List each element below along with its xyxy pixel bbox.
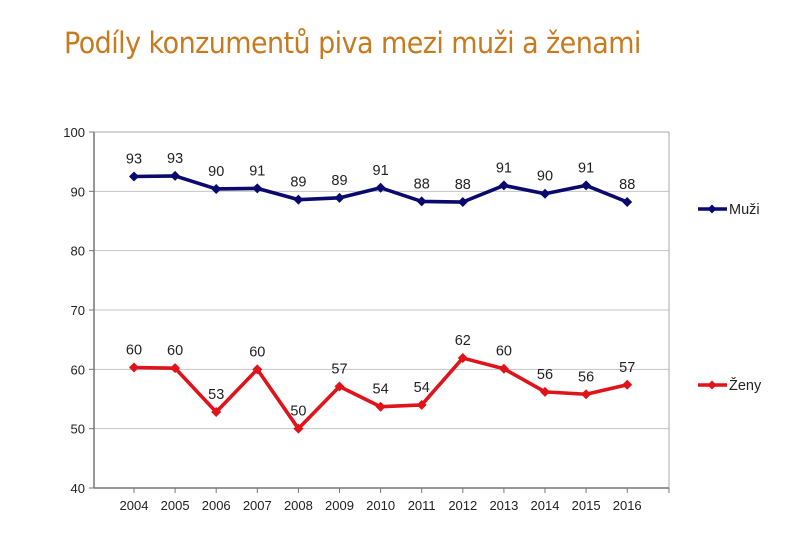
data-label-muzi: 90 — [537, 169, 553, 185]
x-tick-label: 2013 — [489, 498, 518, 513]
data-point-muzi — [622, 197, 633, 208]
data-label-muzi: 91 — [578, 160, 594, 176]
data-point-muzi — [375, 182, 386, 193]
data-point-zeny — [416, 399, 427, 410]
data-point-zeny — [457, 353, 468, 364]
x-axis-ticks: 2004 2005 2006 2007 2008 2009 2010 2011 2012 2013… — [120, 488, 670, 513]
data-point-zeny — [129, 362, 139, 373]
x-tick-label: 2004 — [120, 498, 149, 513]
data-label-zeny: 56 — [537, 367, 553, 383]
x-tick-label: 2012 — [448, 498, 477, 513]
data-label-zeny: 60 — [249, 344, 265, 360]
data-label-muzi: 89 — [290, 175, 306, 191]
y-tick-label: 50 — [71, 422, 85, 437]
data-label-zeny: 50 — [290, 404, 306, 420]
data-point-zeny — [211, 407, 222, 418]
data-label-muzi: 89 — [331, 173, 347, 189]
data-label-zeny: 54 — [373, 382, 389, 398]
data-label-zeny: 57 — [619, 360, 635, 376]
data-label-zeny: 56 — [578, 369, 594, 385]
data-point-muzi — [170, 170, 181, 181]
data-label-muzi: 93 — [126, 152, 142, 168]
legend-label-zeny: Ženy — [729, 377, 762, 394]
y-axis-ticks: 40 50 60 70 80 90 100 — [63, 125, 94, 496]
data-point-zeny — [293, 423, 304, 434]
legend-marker-zeny — [707, 380, 717, 390]
data-point-muzi — [252, 183, 263, 194]
page-title: Podíly konzumentů piva mezi muži a ženam… — [64, 26, 641, 60]
data-point-muzi — [581, 180, 592, 191]
data-label-zeny: 62 — [455, 333, 471, 349]
data-label-zeny: 57 — [331, 362, 347, 378]
data-label-muzi: 90 — [208, 164, 224, 180]
data-label-muzi: 91 — [373, 163, 389, 179]
data-label-zeny: 60 — [496, 344, 512, 360]
y-tick-label: 90 — [71, 184, 85, 199]
x-tick-label: 2008 — [284, 498, 313, 513]
data-point-zeny — [375, 401, 386, 412]
y-tick-label: 70 — [71, 303, 85, 318]
x-tick-label: 2010 — [366, 498, 395, 513]
data-point-muzi — [334, 192, 345, 203]
data-label-muzi: 88 — [414, 176, 430, 192]
x-tick-label: 2011 — [408, 498, 436, 513]
x-tick-label: 2007 — [243, 498, 272, 513]
x-tick-label: 2005 — [161, 498, 190, 513]
legend-label-muzi: Muži — [729, 202, 760, 218]
x-tick-label: 2009 — [325, 498, 354, 513]
x-tick-label: 2006 — [202, 498, 231, 513]
data-label-muzi: 88 — [619, 177, 635, 193]
data-point-zeny — [334, 381, 345, 392]
data-label-muzi: 91 — [496, 160, 512, 176]
data-point-muzi — [540, 188, 550, 199]
y-tick-label: 40 — [71, 481, 85, 496]
data-point-zeny — [581, 389, 592, 400]
data-point-zeny — [170, 363, 181, 374]
data-point-muzi — [416, 196, 427, 207]
data-point-zeny — [540, 386, 550, 397]
data-label-zeny: 60 — [167, 343, 183, 359]
data-point-zeny — [252, 364, 263, 375]
y-tick-label: 80 — [71, 244, 85, 259]
data-labels: 93 93 90 91 89 89 91 88 88 91 90 91 88 60 60 53 60 50 57 54… — [126, 151, 635, 420]
x-tick-label: 2016 — [613, 498, 642, 513]
series-group — [129, 170, 633, 434]
y-tick-label: 100 — [63, 125, 85, 140]
legend-marker-muzi — [707, 204, 717, 214]
data-point-muzi — [211, 183, 222, 194]
x-tick-label: 2015 — [572, 498, 601, 513]
data-label-muzi: 88 — [455, 177, 471, 193]
data-label-muzi: 93 — [167, 151, 183, 167]
y-tick-label: 60 — [71, 362, 85, 377]
data-label-muzi: 91 — [249, 163, 265, 179]
data-label-zeny: 54 — [414, 380, 430, 396]
legend: Muži Ženy — [698, 202, 762, 394]
data-label-zeny: 60 — [126, 343, 142, 359]
data-point-muzi — [293, 194, 304, 205]
data-point-muzi — [498, 180, 509, 191]
data-point-muzi — [457, 197, 468, 208]
x-tick-label: 2014 — [531, 498, 560, 513]
data-point-zeny — [498, 363, 509, 374]
data-label-zeny: 53 — [208, 387, 224, 403]
data-point-muzi — [129, 171, 139, 182]
data-point-zeny — [622, 379, 633, 390]
